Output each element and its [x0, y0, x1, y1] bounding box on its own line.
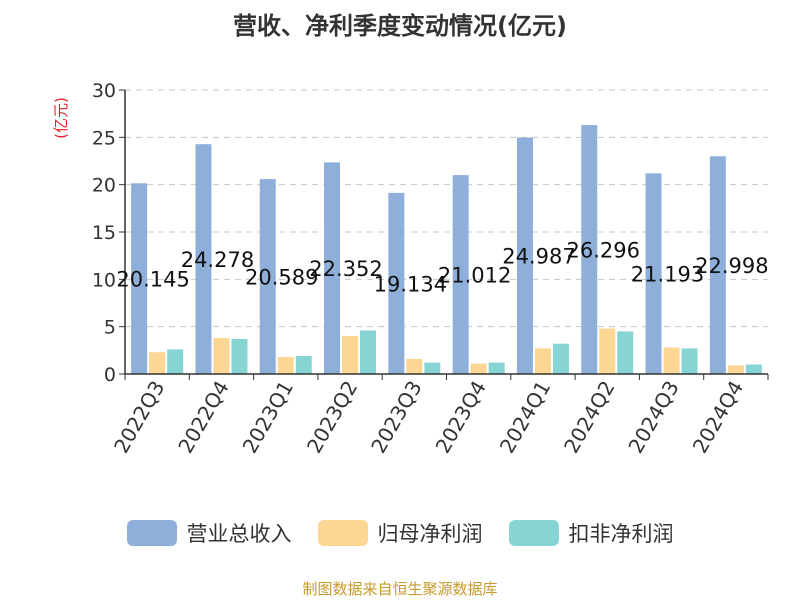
bar [745, 364, 762, 374]
bar-value-label: 24.278 [181, 248, 254, 272]
bar [277, 356, 294, 374]
bar-value-label: 21.012 [438, 264, 511, 288]
bar [534, 348, 551, 374]
grid-lines [125, 89, 768, 328]
x-tick-label: 2024Q2 [559, 377, 619, 458]
y-tick-label: 20 [92, 175, 116, 197]
bar [213, 338, 230, 374]
bar [149, 352, 166, 374]
bar-value-label: 19.134 [374, 272, 447, 296]
bar [406, 358, 423, 374]
chart-title: 营收、净利季度变动情况(亿元) [233, 12, 567, 40]
bar [709, 156, 726, 374]
bar [516, 137, 533, 374]
x-tick-label: 2024Q3 [623, 377, 683, 458]
x-tick-label: 2022Q3 [109, 377, 169, 458]
legend-item[interactable]: 营业总收入 [126, 518, 292, 548]
legend-label: 扣非净利润 [568, 522, 674, 546]
x-tick-label: 2023Q3 [366, 377, 426, 458]
bar [599, 328, 616, 374]
x-tick-label: 2024Q1 [495, 377, 555, 458]
bar-value-label: 20.589 [245, 266, 318, 290]
legend: 营业总收入 归母净利润 扣非净利润 [0, 518, 800, 548]
bar [645, 173, 662, 374]
bar [360, 330, 377, 374]
bar-value-label: 24.987 [502, 245, 575, 269]
bar [167, 349, 184, 374]
bar [581, 125, 598, 374]
y-tick-label: 15 [92, 222, 116, 244]
y-tick-label: 0 [104, 364, 116, 386]
y-axis-title: (亿元) [52, 97, 70, 139]
bar-value-label: 22.352 [309, 257, 382, 281]
bar [452, 175, 469, 374]
legend-item[interactable]: 归母净利润 [317, 518, 483, 548]
data-labels: 20.14524.27820.58922.35219.13421.01224.9… [116, 239, 768, 297]
legend-swatch [126, 520, 177, 546]
bar [259, 179, 276, 374]
legend-swatch [508, 520, 559, 546]
bar-value-label: 20.145 [116, 268, 189, 292]
bar-value-label: 26.296 [567, 239, 640, 263]
bar-value-label: 22.998 [695, 254, 768, 278]
x-tick-label: 2023Q4 [431, 377, 491, 458]
source-note: 制图数据来自恒生聚源数据库 [302, 580, 498, 598]
y-tick-label: 5 [104, 317, 116, 339]
legend-label: 营业总收入 [186, 522, 292, 546]
bar [663, 347, 680, 374]
legend-item[interactable]: 扣非净利润 [508, 518, 674, 548]
bar [424, 362, 441, 374]
bar [342, 336, 359, 374]
bars [131, 125, 762, 374]
x-tick-label: 2023Q2 [302, 377, 362, 458]
x-tick-label: 2023Q1 [238, 377, 298, 458]
bar [681, 348, 698, 374]
bar [231, 338, 248, 374]
y-tick-label: 10 [92, 269, 116, 291]
y-tick-label: 30 [92, 80, 116, 102]
legend-swatch [317, 520, 368, 546]
bar-value-label: 21.193 [631, 263, 704, 287]
bar [324, 162, 341, 374]
y-tick-label: 25 [92, 127, 116, 149]
bar [470, 363, 487, 374]
bar [388, 192, 405, 374]
x-tick-label: 2022Q4 [173, 377, 233, 458]
bar [552, 343, 569, 374]
bar [727, 365, 744, 374]
bar [488, 362, 505, 374]
bar [617, 331, 634, 374]
bar [195, 144, 212, 374]
legend-label: 归母净利润 [377, 522, 483, 546]
bar [295, 356, 312, 374]
bar [131, 183, 148, 374]
x-tick-label: 2024Q4 [688, 377, 748, 458]
